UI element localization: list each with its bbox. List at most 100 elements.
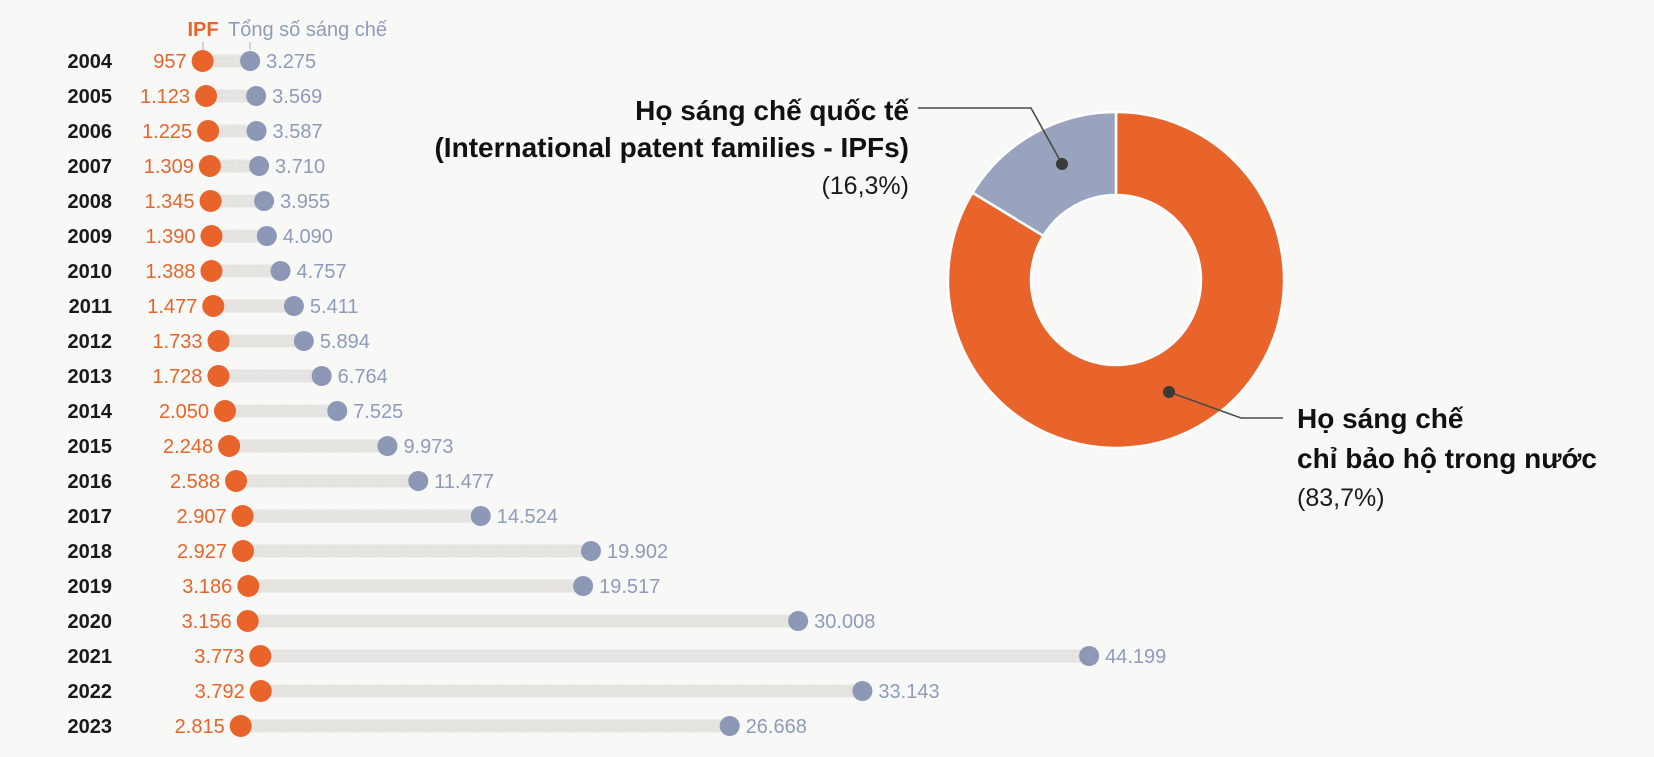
total-value-label: 11.477: [434, 471, 494, 493]
year-label: 2017: [68, 506, 113, 528]
year-label: 2006: [68, 121, 113, 143]
total-dot: [283, 296, 304, 316]
ipf-dot: [231, 505, 254, 527]
ipf-value-label: 2.050: [159, 401, 209, 423]
chart-row: 2023 2.815 26.668: [68, 715, 807, 738]
year-label: 2013: [68, 366, 113, 388]
year-label: 2019: [68, 576, 113, 598]
year-label: 2007: [68, 156, 113, 178]
donut-ipf-pct-label: (16,3%): [821, 172, 909, 200]
chart-row: 2005 1.123 3.569: [68, 85, 322, 108]
ipf-dot: [191, 50, 214, 72]
year-label: 2023: [68, 716, 113, 738]
connector-track: [247, 614, 799, 628]
total-value-label: 4.090: [283, 226, 333, 248]
chart-row: 2022 3.792 33.143: [68, 680, 940, 703]
ipf-value-label: 1.345: [145, 191, 195, 213]
year-label: 2018: [68, 541, 113, 563]
total-dot: [246, 86, 267, 106]
donut-chart: [946, 110, 1286, 450]
connector-track: [260, 649, 1090, 663]
chart-row: 2014 2.050 7.525: [68, 400, 403, 423]
year-label: 2015: [68, 436, 113, 458]
connector-track: [211, 264, 281, 278]
ipf-value-label: 1.728: [152, 366, 202, 388]
total-value-label: 19.517: [599, 576, 660, 598]
ipf-value-label: 3.156: [182, 611, 232, 633]
ipf-dot: [195, 85, 218, 107]
chart-row: 2019 3.186 19.517: [68, 575, 660, 598]
ipf-dot: [232, 540, 255, 562]
total-dot: [1079, 646, 1100, 666]
total-dot: [293, 331, 314, 351]
total-dot: [249, 156, 270, 176]
connector-track: [206, 89, 257, 103]
ipf-dot: [214, 400, 237, 422]
total-value-label: 19.902: [607, 541, 668, 563]
ipf-dot: [197, 120, 220, 142]
total-value-label: 14.524: [497, 506, 558, 528]
total-value-label: 5.894: [320, 331, 370, 353]
total-value-label: 6.764: [338, 366, 388, 388]
chart-row: 2015 2.248 9.973: [68, 435, 454, 458]
chart-row: 2007 1.309 3.710: [68, 155, 325, 178]
connector-track: [248, 579, 584, 593]
ipf-value-label: 1.477: [147, 296, 197, 318]
ipf-value-label: 3.792: [195, 681, 245, 703]
ipf-dot: [225, 470, 248, 492]
year-label: 2022: [68, 681, 113, 703]
year-label: 2010: [68, 261, 113, 283]
chart-row: 2021 3.773 44.199: [68, 645, 1166, 668]
year-label: 2014: [68, 401, 113, 423]
ipf-dot: [218, 435, 241, 457]
legend-ipf-label: IPF: [187, 19, 218, 41]
chart-row: 2017 2.907 14.524: [68, 505, 558, 528]
connector-track: [236, 474, 419, 488]
year-label: 2016: [68, 471, 113, 493]
donut-ipf-label-line2: (International patent families - IPFs): [434, 132, 909, 163]
total-dot: [470, 506, 491, 526]
chart-row: 2020 3.156 30.008: [68, 610, 875, 633]
connector-track: [225, 404, 338, 418]
chart-row: 2016 2.588 11.477: [68, 470, 494, 493]
year-label: 2020: [68, 611, 113, 633]
ipf-dot: [198, 155, 221, 177]
connector-track: [210, 194, 265, 208]
total-dot: [254, 191, 275, 211]
total-value-label: 4.757: [297, 261, 347, 283]
total-value-label: 7.525: [353, 401, 403, 423]
year-label: 2009: [68, 226, 113, 248]
chart-row: 2010 1.388 4.757: [68, 260, 347, 283]
leader-line-domestic: [1168, 391, 1283, 419]
connector-track: [242, 509, 481, 523]
connector-track: [202, 54, 251, 68]
total-dot: [852, 681, 873, 701]
year-label: 2004: [68, 51, 113, 73]
year-label: 2005: [68, 86, 113, 108]
ipf-value-label: 2.588: [170, 471, 220, 493]
total-value-label: 26.668: [746, 716, 807, 738]
total-value-label: 3.275: [266, 51, 316, 73]
ipf-value-label: 3.186: [182, 576, 232, 598]
ipf-dot: [249, 680, 272, 702]
ipf-value-label: 1.123: [140, 86, 190, 108]
ipf-value-label: 957: [153, 51, 186, 73]
dumbbell-chart: 2004 957 3.275 2005 1.123 3.569 2006 1.225 3.587…: [68, 50, 1166, 738]
donut-ipf-label-line1: Họ sáng chế quốc tế: [635, 95, 909, 126]
chart-row: 2009 1.390 4.090: [68, 225, 333, 248]
total-dot: [408, 471, 429, 491]
total-value-label: 3.587: [273, 121, 323, 143]
total-dot: [573, 576, 594, 596]
total-dot: [270, 261, 291, 281]
total-value-label: 5.411: [310, 296, 359, 318]
total-dot: [377, 436, 398, 456]
donut-domestic-label-line2: chỉ bảo hộ trong nước: [1297, 443, 1597, 474]
chart-row: 2008 1.345 3.955: [68, 190, 330, 213]
total-dot: [246, 121, 267, 141]
ipf-value-label: 1.225: [142, 121, 192, 143]
connector-track: [213, 299, 294, 313]
connector-track: [218, 334, 304, 348]
chart-row: 2004 957 3.275: [68, 50, 316, 73]
